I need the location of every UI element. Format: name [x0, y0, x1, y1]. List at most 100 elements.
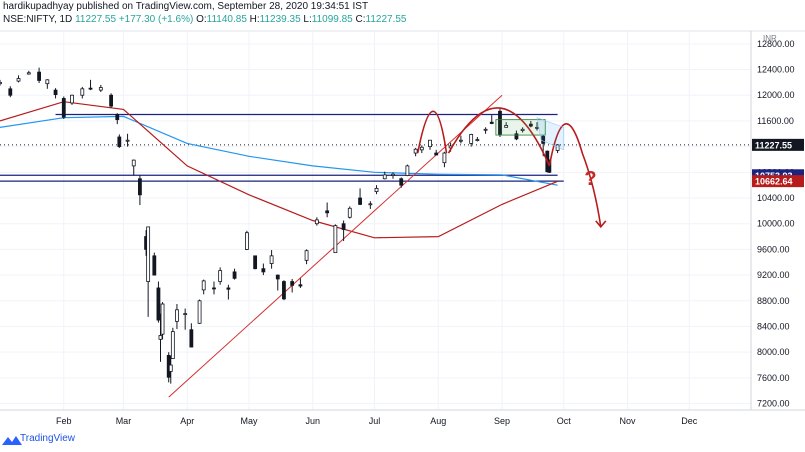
candle-body	[88, 87, 93, 90]
price-chart[interactable]: ? 7200.00 7600.00 8000.00 8400.00 8800.00 920…	[0, 0, 805, 430]
last-price-badge: 11227.55	[752, 138, 804, 151]
candle-body	[275, 274, 280, 280]
candle	[413, 147, 418, 157]
candle	[368, 201, 373, 209]
candle	[535, 122, 539, 131]
y-tick-label: 9200.00	[757, 270, 790, 280]
candle-body	[138, 178, 142, 196]
price-axis: 7200.00 7600.00 8000.00 8400.00 8800.00 9200.…	[757, 34, 795, 409]
candle-body	[131, 159, 136, 167]
candle-body	[434, 152, 439, 156]
candle	[498, 108, 502, 137]
x-tick-label: Dec	[681, 416, 698, 426]
ema-badge-text: 10662.64	[755, 177, 793, 187]
candle	[218, 267, 223, 285]
time-axis: Feb Mar Apr May Jun Jul Aug Sep Oct Nov Dec	[56, 416, 698, 426]
candle-body	[528, 123, 533, 127]
candle-body	[419, 146, 424, 151]
x-tick-label: Nov	[620, 416, 637, 426]
last-price-badge-bg	[752, 138, 804, 151]
candle-body	[325, 210, 330, 214]
low-value: 11099.85	[311, 14, 353, 25]
candle-body	[8, 88, 13, 96]
candle-body	[226, 287, 231, 290]
candle-body	[152, 255, 157, 276]
candle	[304, 249, 309, 265]
y-tick-label: 10400.00	[757, 193, 795, 203]
ema-short-line	[0, 115, 558, 186]
candle-body	[201, 280, 206, 291]
y-tick-label: 9600.00	[757, 244, 790, 254]
candle-body	[483, 128, 488, 131]
candle	[183, 308, 188, 330]
candle-body	[70, 94, 74, 104]
candle	[201, 279, 206, 295]
candle	[226, 284, 231, 300]
candle	[275, 274, 280, 291]
candle	[98, 84, 103, 93]
candle-body	[333, 225, 338, 254]
overlays	[0, 94, 751, 398]
candle	[156, 281, 161, 323]
y-tick-label: 12400.00	[757, 65, 795, 75]
range-box	[495, 119, 546, 136]
candle	[382, 171, 387, 180]
candle	[520, 127, 525, 133]
candle	[405, 164, 410, 177]
x-tick-label: Apr	[180, 416, 194, 426]
brand-name[interactable]: TradingView	[20, 433, 76, 444]
candle-body	[117, 136, 122, 148]
candle-body	[368, 203, 373, 206]
candle	[197, 299, 202, 324]
y-tick-label: 7600.00	[757, 373, 790, 383]
candle-body	[175, 309, 179, 322]
x-tick-label: Jul	[369, 416, 381, 426]
candle	[434, 149, 439, 156]
high-value: 11239.35	[259, 14, 301, 25]
candle	[232, 268, 237, 280]
last-price-badge-text: 11227.55	[755, 140, 792, 150]
candle-body	[547, 159, 552, 173]
candle	[138, 175, 142, 206]
candle-body	[37, 71, 41, 81]
candle	[458, 135, 463, 144]
x-tick-label: Oct	[557, 416, 572, 426]
candle	[70, 94, 74, 105]
candle	[269, 250, 274, 269]
symbol-info: NSE:NIFTY, 1D 11227.55 +177.30 (+1.6%) O…	[3, 14, 406, 25]
open-value: 11140.85	[206, 14, 247, 25]
candle	[80, 86, 85, 99]
candle-body	[298, 284, 303, 287]
candle	[117, 134, 122, 148]
candle-body	[146, 226, 151, 282]
candle	[152, 252, 157, 276]
candle	[158, 313, 163, 362]
candle	[419, 145, 424, 154]
candle	[26, 70, 31, 75]
candle-body	[197, 300, 202, 324]
candle	[189, 323, 194, 348]
projection-arc	[548, 123, 602, 228]
head-arc	[447, 107, 551, 167]
candle	[483, 127, 488, 134]
candle-body	[475, 139, 480, 141]
candle	[298, 278, 303, 288]
candle-body	[16, 78, 21, 82]
price-badges: 11227.5510753.9310662.64	[752, 138, 804, 188]
symbol-name: NSE:NIFTY, 1D	[3, 14, 73, 25]
y-tick-label: 12000.00	[757, 90, 795, 100]
candle	[16, 75, 21, 83]
candle-body	[442, 152, 447, 164]
candle	[37, 67, 41, 84]
publish-info: hardikupadhyay published on TradingView.…	[3, 1, 369, 12]
candle	[170, 327, 175, 360]
candle	[428, 139, 432, 150]
candle-body	[290, 281, 295, 286]
candle-body	[498, 110, 502, 135]
candle	[528, 120, 533, 128]
candle-body	[458, 139, 463, 142]
currency-label: INR	[763, 34, 777, 43]
candle-body	[80, 88, 85, 96]
x-tick-label: May	[240, 416, 258, 426]
candle	[358, 188, 362, 206]
